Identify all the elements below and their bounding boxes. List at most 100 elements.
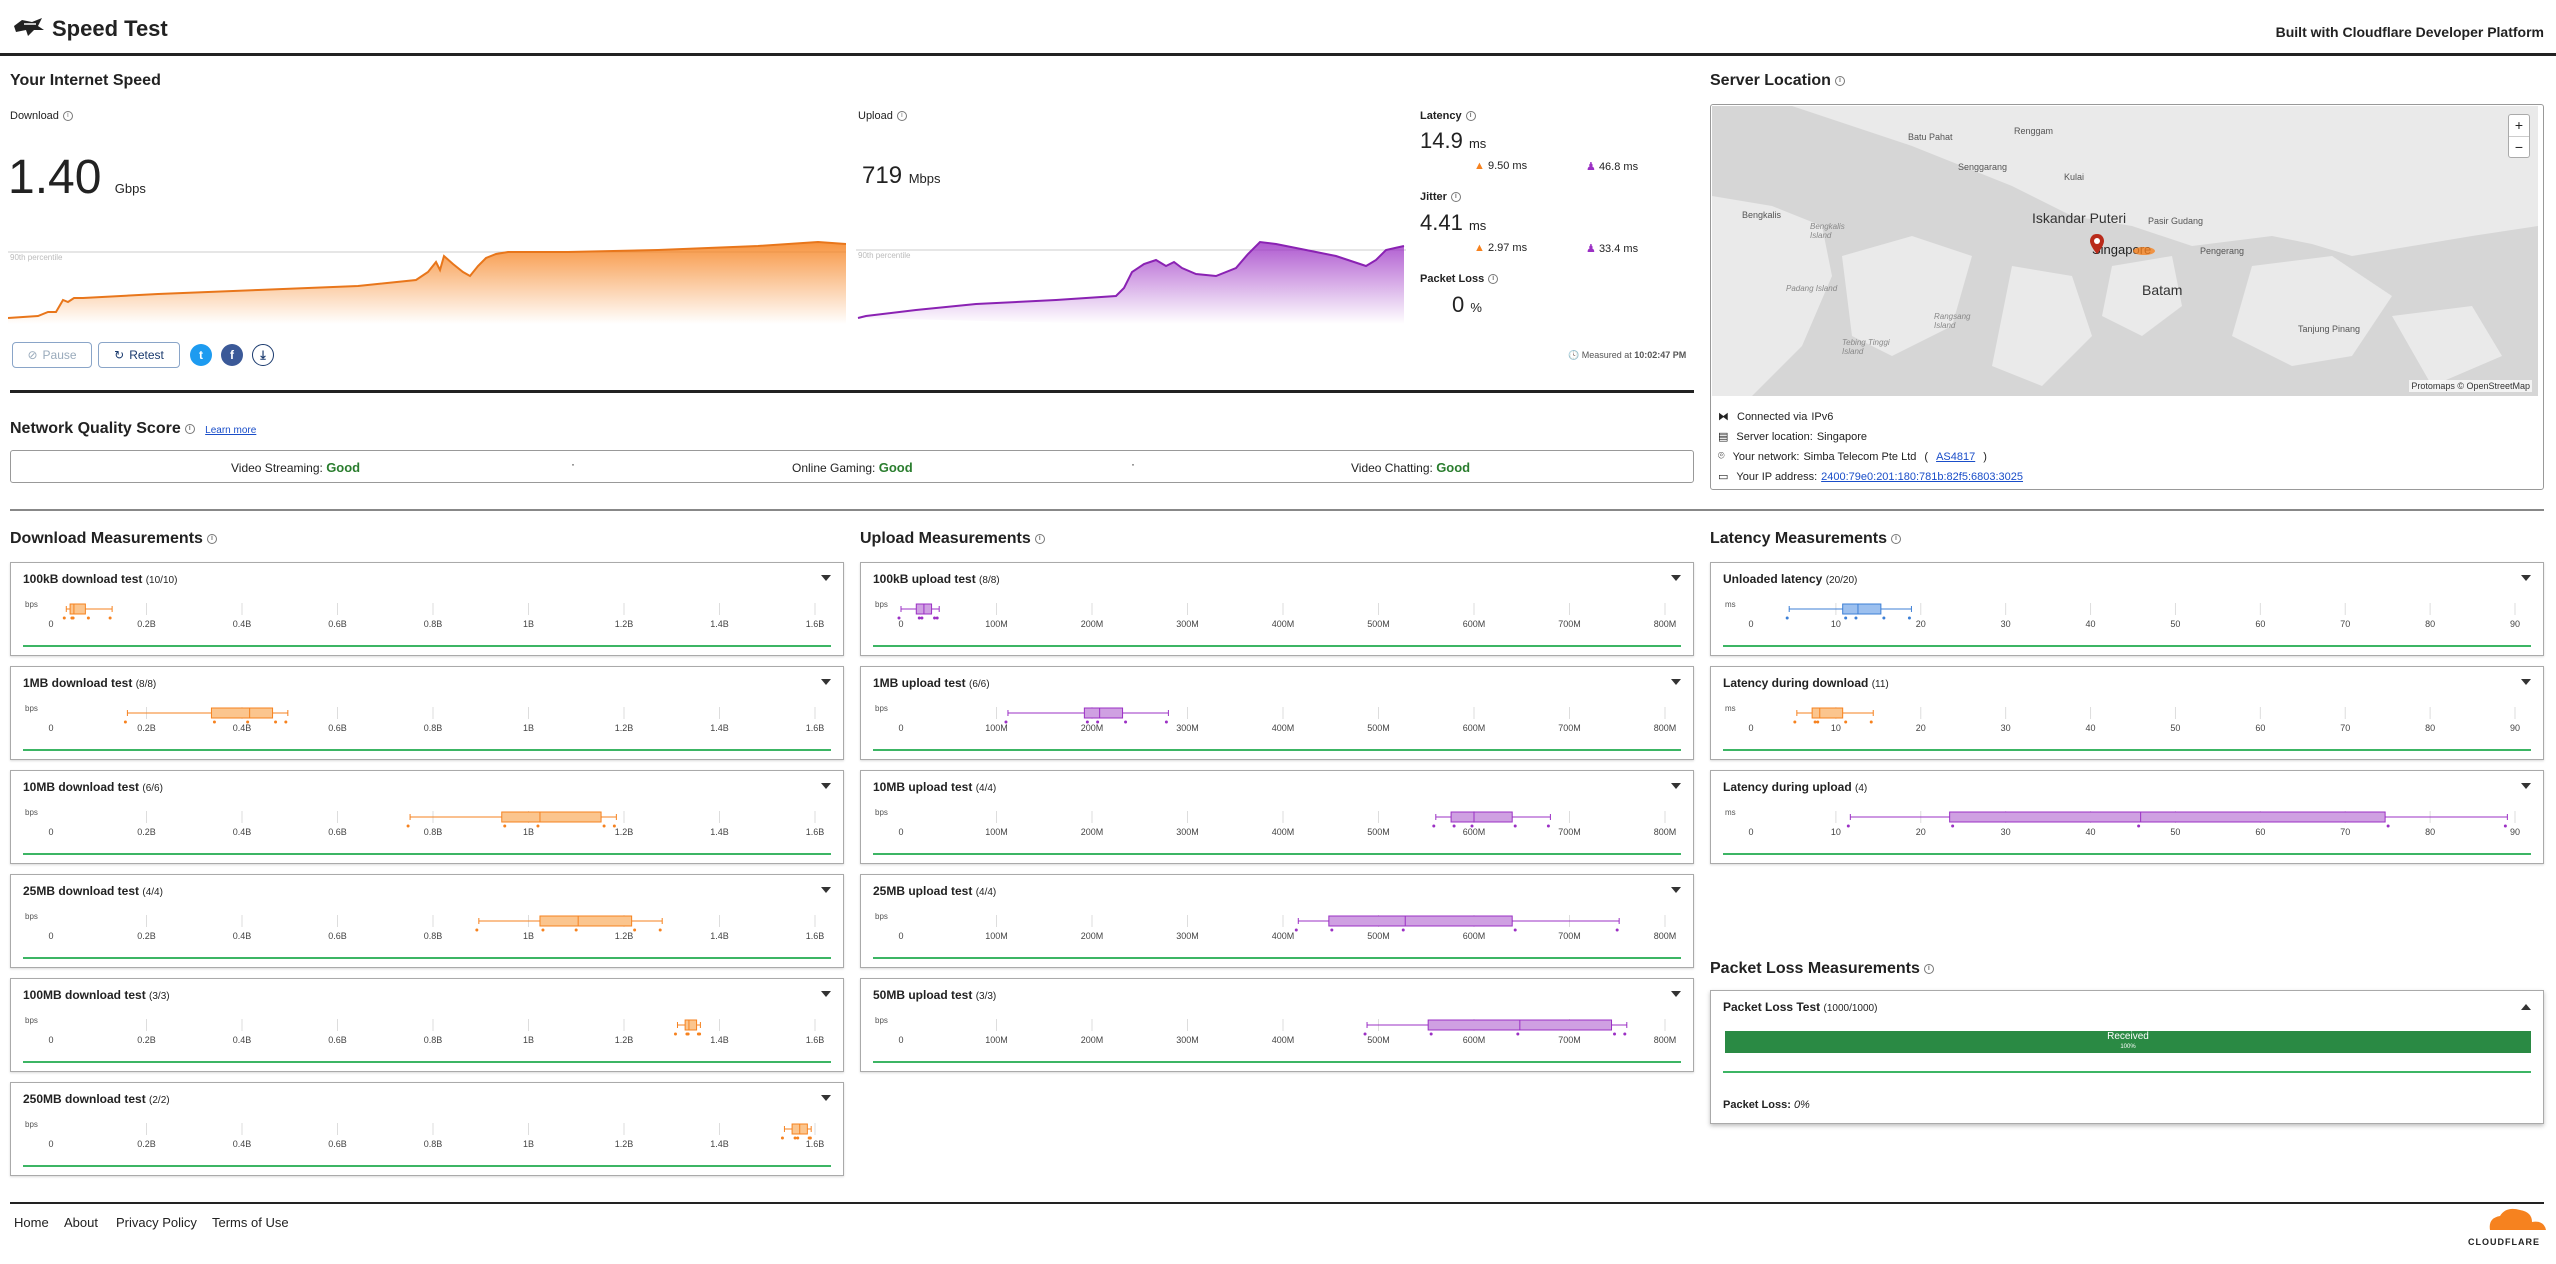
box-plot-marks: [897, 603, 940, 620]
nqs-video-chatting: Video Chatting: Good: [1351, 460, 1471, 475]
chevron-down-icon[interactable]: [1671, 783, 1681, 789]
axis-tick-label: 0: [48, 723, 53, 733]
map-label: Bengkalis: [1742, 210, 1782, 220]
axis-tick-label: 700M: [1558, 931, 1581, 941]
axis-tick-label: 200M: [1081, 723, 1104, 733]
as-number-link[interactable]: AS4817: [1936, 450, 1976, 463]
test-title[interactable]: Latency during upload (4): [1723, 780, 1868, 794]
test-title[interactable]: Latency during download (11): [1723, 676, 1889, 690]
test-title[interactable]: 100kB upload test (8/8): [873, 572, 1000, 586]
info-icon[interactable]: i: [1034, 533, 1045, 544]
axis-tick-label: 800M: [1654, 619, 1677, 629]
axis-tick-label: 700M: [1558, 619, 1581, 629]
axis-tick-label: 0: [1748, 619, 1753, 629]
facebook-share-icon[interactable]: f: [221, 344, 243, 366]
ip-address-link[interactable]: 2400:79e0:201:180:781b:82f5:6803:3025: [1821, 470, 2024, 483]
chevron-down-icon[interactable]: [821, 887, 831, 893]
chevron-down-icon[interactable]: [821, 575, 831, 581]
test-title[interactable]: 250MB download test (2/2): [23, 1092, 170, 1106]
info-icon[interactable]: i: [206, 533, 217, 544]
axis-unit: bps: [25, 1120, 38, 1129]
axis-tick-label: 60: [2255, 827, 2265, 837]
map-label: Padang Island: [1786, 284, 1838, 293]
axis-unit: ms: [1725, 704, 1736, 713]
test-title[interactable]: 100MB download test (3/3): [23, 988, 170, 1002]
green-baseline: [23, 1165, 831, 1167]
axis-tick-label: 100M: [985, 1035, 1008, 1045]
cloudflare-logo: CLOUDFLARE: [2460, 1206, 2548, 1247]
box-plot-marks: [475, 915, 663, 932]
info-icon[interactable]: i: [1465, 111, 1476, 122]
info-icon[interactable]: i: [1834, 75, 1845, 86]
retest-button[interactable]: ↻ Retest: [98, 342, 180, 368]
footer-link-privacy[interactable]: Privacy Policy: [116, 1215, 197, 1230]
footer-link-home[interactable]: Home: [14, 1215, 49, 1230]
pause-button[interactable]: ⊘ Pause: [12, 342, 92, 368]
chevron-down-icon[interactable]: [1671, 887, 1681, 893]
test-title[interactable]: 1MB upload test (6/6): [873, 676, 990, 690]
axis-tick-label: 1B: [523, 1139, 534, 1149]
info-icon[interactable]: i: [184, 423, 195, 434]
box-plot: bps 0 100M 200M 300M 400M 500M 600M 700M 800M: [875, 600, 1677, 629]
axis-unit: bps: [25, 600, 38, 609]
green-baseline: [1723, 749, 2531, 751]
box-plot: bps 0 0.2B 0.4B 0.6B 0.8B 1B 1.2B 1.4B 1.6B: [25, 600, 824, 629]
packet-loss-test-title[interactable]: Packet Loss Test (1000/1000): [1723, 1000, 1878, 1014]
axis-tick-label: 500M: [1367, 723, 1390, 733]
box-plot-marks: [1294, 915, 1620, 932]
info-icon[interactable]: i: [1923, 963, 1934, 974]
test-title[interactable]: Unloaded latency (20/20): [1723, 572, 1858, 586]
test-title[interactable]: 50MB upload test (3/3): [873, 988, 997, 1002]
chevron-down-icon[interactable]: [2521, 679, 2531, 685]
axis-unit: bps: [25, 912, 38, 921]
box-plot: bps 0 100M 200M 300M 400M 500M 600M 700M 800M: [875, 912, 1676, 941]
test-title[interactable]: 1MB download test (8/8): [23, 676, 157, 690]
axis-tick-label: 0.8B: [424, 1139, 443, 1149]
chevron-down-icon[interactable]: [2521, 575, 2531, 581]
twitter-share-icon[interactable]: t: [190, 344, 212, 366]
info-icon[interactable]: i: [1488, 274, 1499, 285]
axis-tick-label: 0: [48, 1139, 53, 1149]
footer-link-terms[interactable]: Terms of Use: [212, 1215, 289, 1230]
zoom-in-button[interactable]: +: [2509, 115, 2529, 137]
test-title[interactable]: 100kB download test (10/10): [23, 572, 178, 586]
chevron-down-icon[interactable]: [1671, 991, 1681, 997]
axis-tick-label: 1.2B: [615, 723, 634, 733]
info-icon[interactable]: i: [1450, 192, 1461, 203]
box-plot-marks: [123, 707, 289, 724]
download-results-icon[interactable]: ⤓: [252, 344, 274, 366]
footer-link-about[interactable]: About: [64, 1215, 98, 1230]
test-title[interactable]: 25MB download test (4/4): [23, 884, 163, 898]
received-label: Received: [2107, 1031, 2149, 1042]
axis-tick-label: 20: [1916, 723, 1926, 733]
box-plot-marks: [780, 1123, 812, 1140]
your-ip-row: ▭ Your IP address: 2400:79e0:201:180:781b:…: [1718, 470, 2024, 484]
box-plot: ms 0 10 20 30 40 50 60 70 80 90: [1725, 600, 2520, 629]
info-icon[interactable]: i: [896, 111, 907, 122]
chevron-down-icon[interactable]: [821, 1095, 831, 1101]
test-title[interactable]: 10MB upload test (4/4): [873, 780, 997, 794]
axis-tick-label: 10: [1831, 619, 1841, 629]
info-icon[interactable]: i: [62, 111, 73, 122]
chevron-down-icon[interactable]: [821, 679, 831, 685]
chevron-up-icon[interactable]: [2521, 1004, 2531, 1010]
packet-loss-label: Packet Loss i: [1420, 273, 1499, 285]
server-map[interactable]: Batu Pahat Renggam Senggarang Kulai Iska…: [1712, 106, 2538, 396]
server-icon: ▤: [1718, 431, 1729, 443]
chevron-down-icon[interactable]: [821, 783, 831, 789]
server-location-panel: [1710, 104, 2544, 490]
chevron-down-icon[interactable]: [1671, 679, 1681, 685]
test-title[interactable]: 10MB download test (6/6): [23, 780, 163, 794]
test-title[interactable]: 25MB upload test (4/4): [873, 884, 997, 898]
info-icon[interactable]: i: [1890, 533, 1901, 544]
zoom-out-button[interactable]: −: [2514, 139, 2524, 155]
chevron-down-icon[interactable]: [1671, 575, 1681, 581]
chevron-down-icon[interactable]: [821, 991, 831, 997]
location-pin-icon: ⌾: [1718, 450, 1725, 462]
chevron-down-icon[interactable]: [2521, 783, 2531, 789]
learn-more-link[interactable]: Learn more: [205, 425, 257, 436]
axis-unit: bps: [875, 1016, 888, 1025]
map-label: Batu Pahat: [1908, 132, 1953, 142]
axis-tick-label: 0: [898, 619, 903, 629]
axis-tick-label: 70: [2340, 827, 2350, 837]
